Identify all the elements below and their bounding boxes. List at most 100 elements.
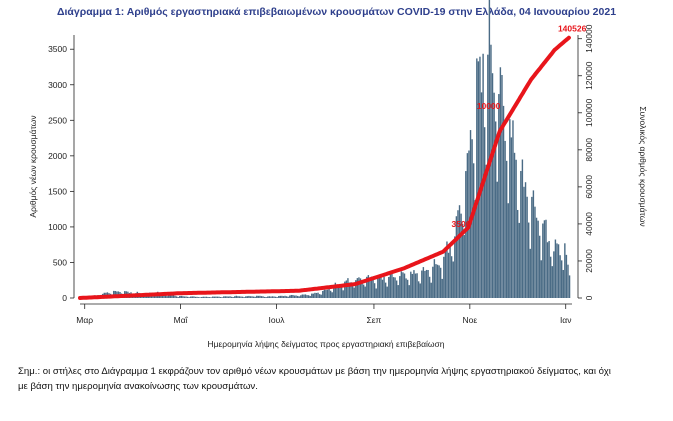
daily-bar <box>537 220 539 298</box>
daily-bar <box>175 296 178 298</box>
daily-bar <box>350 282 352 298</box>
x-tick-label: Ιουλ <box>268 315 285 325</box>
daily-bar <box>427 270 429 298</box>
daily-bar <box>353 287 355 298</box>
daily-bar <box>378 276 381 298</box>
daily-bar <box>320 294 322 298</box>
daily-bar <box>406 279 409 298</box>
daily-bar <box>504 140 506 298</box>
daily-bar <box>476 58 478 298</box>
daily-bar <box>538 235 541 298</box>
daily-bar <box>551 266 553 298</box>
daily-bar <box>215 296 217 298</box>
daily-bar <box>443 256 445 298</box>
daily-bar <box>196 296 198 298</box>
daily-bar <box>289 295 291 298</box>
daily-bar <box>362 284 365 298</box>
daily-bar <box>454 236 456 298</box>
daily-bar <box>199 297 201 298</box>
daily-bar <box>441 278 443 298</box>
daily-bar <box>488 0 491 299</box>
daily-bar <box>531 196 533 298</box>
daily-bar <box>309 295 311 298</box>
daily-bar <box>496 181 498 298</box>
daily-bar <box>185 296 187 298</box>
daily-bar <box>513 152 516 298</box>
daily-bar <box>171 295 173 298</box>
daily-bar <box>254 296 256 298</box>
daily-bar <box>237 296 239 298</box>
daily-bar <box>212 296 214 298</box>
daily-bar <box>315 292 318 298</box>
daily-bar <box>303 294 305 298</box>
daily-bar <box>377 275 379 298</box>
left-y-tick-label: 0 <box>62 293 67 303</box>
daily-bar <box>491 73 494 299</box>
daily-bar <box>204 296 206 298</box>
daily-bar <box>432 266 434 298</box>
daily-bar <box>457 210 459 298</box>
daily-bar <box>213 296 216 298</box>
daily-bar <box>292 294 294 298</box>
daily-bar <box>271 296 274 298</box>
daily-bar <box>410 271 412 298</box>
daily-cases-bars <box>80 0 571 299</box>
line-annotation: 140526 <box>558 24 587 34</box>
right-y-tick-label: 0 <box>584 295 594 300</box>
right-y-tick-label: 60000 <box>584 175 594 199</box>
left-y-tick-label: 3000 <box>48 80 67 90</box>
daily-bar <box>567 264 569 298</box>
daily-bar <box>224 296 227 298</box>
daily-bar <box>186 296 189 298</box>
daily-bar <box>351 285 354 298</box>
left-y-tick-label: 500 <box>53 257 67 267</box>
daily-bar <box>285 296 288 298</box>
right-y-tick-label: 80000 <box>584 138 594 162</box>
daily-bar <box>438 265 440 298</box>
daily-bar <box>279 295 282 298</box>
daily-bar <box>194 296 197 298</box>
daily-bar <box>219 297 222 298</box>
daily-bar <box>425 269 428 298</box>
daily-bar <box>545 219 547 298</box>
daily-bar <box>540 260 542 298</box>
daily-bar <box>282 296 285 298</box>
daily-bar <box>155 294 157 298</box>
daily-bar <box>557 244 560 298</box>
daily-bar <box>180 295 183 298</box>
daily-bar <box>392 277 395 298</box>
daily-bar <box>241 296 244 298</box>
daily-bar <box>281 295 283 298</box>
daily-bar <box>408 285 410 298</box>
daily-bar <box>276 297 278 298</box>
daily-bar <box>465 171 467 298</box>
chart-axes: 0 500 1000 1500 2000 2500 3000 3500 Αριθμός νέων… <box>28 24 648 349</box>
daily-bar <box>256 295 258 298</box>
daily-bar <box>502 105 505 298</box>
daily-bar <box>461 223 464 298</box>
right-y-tick-label: 120000 <box>584 61 594 90</box>
daily-bar <box>246 296 249 298</box>
daily-bar <box>361 280 363 298</box>
daily-bar <box>347 278 349 298</box>
daily-bar <box>230 296 233 298</box>
daily-bar <box>210 297 212 298</box>
daily-bar <box>205 296 208 298</box>
daily-bar <box>190 296 192 298</box>
daily-bar <box>348 282 351 298</box>
daily-bar <box>336 284 338 298</box>
daily-bar <box>383 276 385 298</box>
daily-bar <box>284 295 286 298</box>
daily-bar <box>553 251 555 298</box>
daily-bar <box>561 260 563 298</box>
daily-bar <box>388 276 390 298</box>
daily-bar <box>433 259 436 298</box>
daily-bar <box>333 286 335 298</box>
daily-bar <box>223 296 225 298</box>
daily-bar <box>446 241 448 298</box>
daily-bar <box>452 261 454 298</box>
footnote: Σημ.: οι στήλες στο Διάγραμμα 1 εκφράζου… <box>18 364 663 394</box>
daily-bar <box>270 296 272 298</box>
daily-bar <box>304 294 307 298</box>
daily-bar <box>328 288 330 298</box>
